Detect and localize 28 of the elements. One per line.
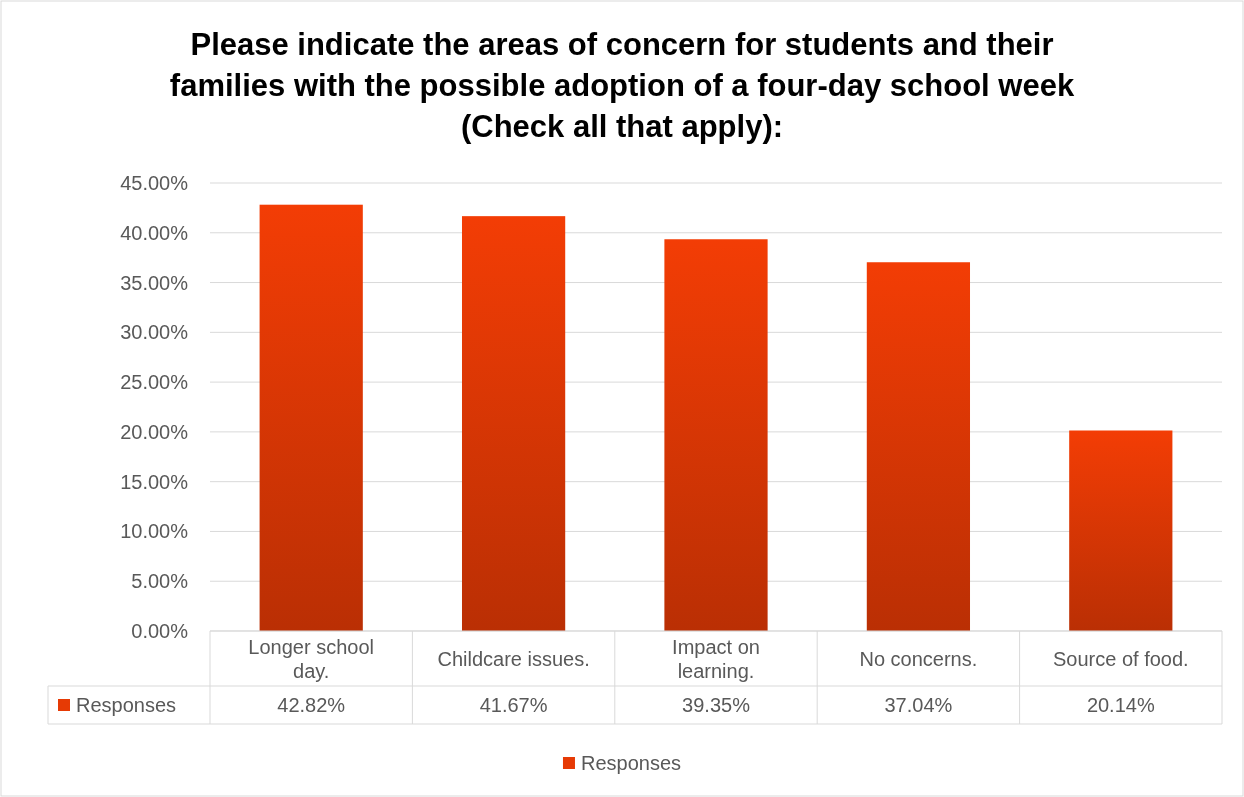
- y-tick-label: 35.00%: [120, 271, 189, 294]
- y-tick-label: 45.00%: [120, 172, 189, 194]
- y-tick-label: 0.00%: [131, 620, 189, 642]
- bar: [866, 262, 971, 631]
- x-tick-label: Impact on learning.: [672, 635, 760, 682]
- y-tick-label: 25.00%: [120, 371, 189, 394]
- data-label: 20.14%: [1086, 694, 1155, 716]
- y-tick-label: 20.00%: [120, 420, 189, 443]
- data-label: 42.82%: [277, 694, 346, 716]
- x-tick-label: Source of food.: [1052, 647, 1189, 670]
- bar: [1069, 430, 1173, 631]
- x-tick-label: No concerns.: [859, 647, 978, 670]
- x-tick-label: Longer school day.: [248, 635, 375, 682]
- bar: [664, 239, 768, 631]
- y-tick-label: 15.00%: [120, 470, 189, 493]
- data-label: 37.04%: [884, 694, 953, 716]
- y-tick-label: 30.00%: [120, 321, 189, 344]
- y-tick-label: 10.00%: [120, 520, 189, 543]
- data-label: 41.67%: [479, 694, 548, 716]
- bar: [259, 204, 363, 631]
- legend-entry: Responses: [562, 752, 682, 774]
- y-tick-label: 40.00%: [120, 221, 189, 244]
- data-label: 39.35%: [682, 694, 751, 716]
- bar: [461, 216, 566, 631]
- x-tick-label: Childcare issues.: [437, 647, 590, 670]
- y-tick-label: 5.00%: [131, 570, 189, 593]
- chart-title: Please indicate the areas of concern for students and their families with the possible adoption of a four-day school week (Check all that apply):: [169, 27, 1075, 144]
- legend-label: Responses: [76, 694, 177, 716]
